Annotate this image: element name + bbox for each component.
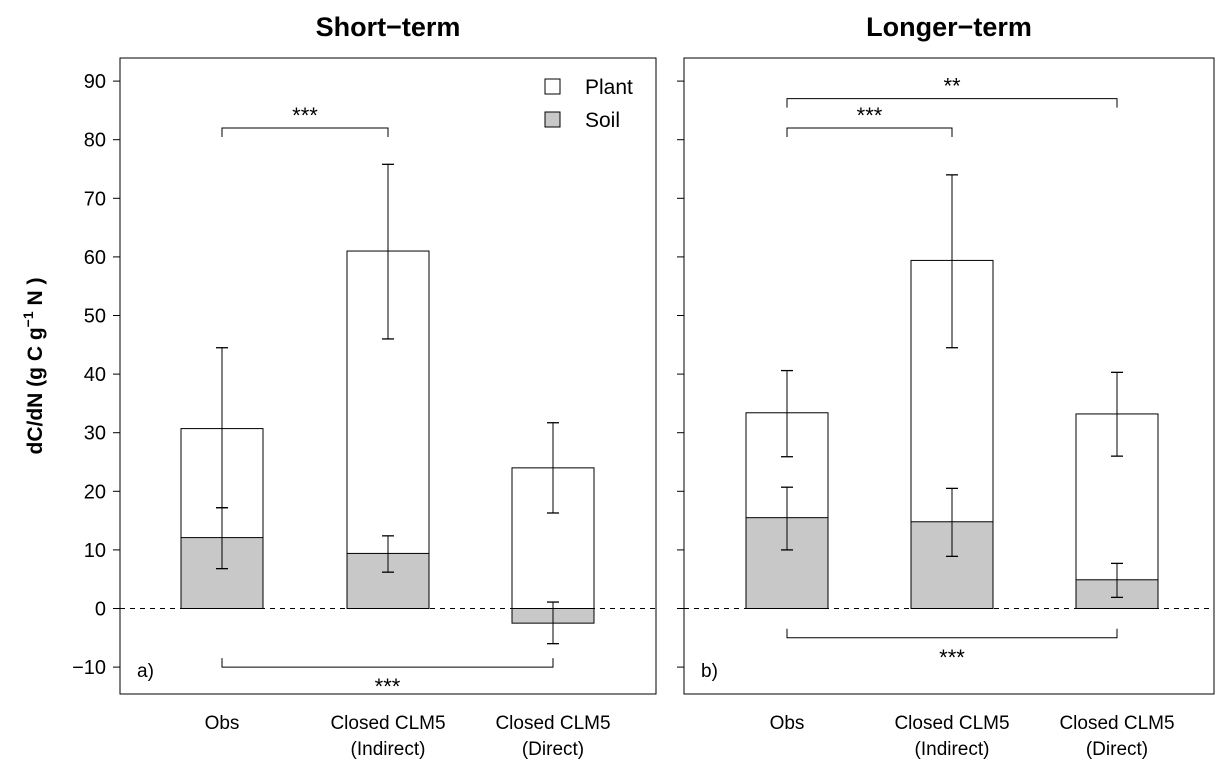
- chart-title: Longer−term: [866, 12, 1032, 42]
- y-tick-label: 50: [84, 306, 106, 328]
- category-label-line2: (Direct): [1086, 739, 1148, 760]
- y-tick-label: 70: [84, 188, 106, 210]
- significance-bracket: [786, 127, 953, 137]
- y-label-main: dC/dN (g C g: [24, 327, 47, 454]
- significance-label: ***: [292, 103, 318, 128]
- y-tick-label: −10: [72, 657, 106, 679]
- category-label: Closed CLM5: [495, 713, 610, 734]
- y-tick-label: 40: [84, 364, 106, 386]
- plot-frame: [119, 57, 657, 695]
- category-label: Closed CLM5: [1059, 713, 1174, 734]
- panel-b: Longer−term Obs Closed CLM5 (Indirect) Close…: [677, 12, 1215, 760]
- significance-label: ***: [857, 103, 883, 128]
- legend-label-plant: Plant: [585, 76, 633, 99]
- y-label-exponent: −1: [20, 311, 36, 327]
- category-label: Closed CLM5: [894, 713, 1009, 734]
- significance-bracket: [221, 658, 554, 668]
- legend-swatch-plant: [544, 78, 561, 95]
- significance-label: ***: [939, 645, 965, 670]
- y-tick-label: 10: [84, 540, 106, 562]
- y-tick-label: 60: [84, 247, 106, 269]
- y-tick-label: 20: [84, 481, 106, 503]
- category-label: Obs: [770, 713, 805, 734]
- significance-label: **: [943, 74, 961, 99]
- significance-label: ***: [375, 674, 401, 699]
- category-label-line2: (Indirect): [351, 739, 426, 760]
- legend-label-soil: Soil: [585, 109, 620, 132]
- panel-label: b): [701, 661, 718, 682]
- category-label: Obs: [205, 713, 240, 734]
- significance-bracket: [786, 98, 1118, 108]
- significance-bracket: [786, 628, 1118, 639]
- y-tick-label: 80: [84, 130, 106, 152]
- panel-a: Short−term −10 0 10 20 30 40 50 60 70 80 90 dC/dN (g…: [20, 12, 657, 760]
- y-label-unit: N ): [24, 278, 47, 312]
- y-tick-label: 90: [84, 71, 106, 93]
- significance-bracket: [221, 127, 389, 137]
- category-label-line2: (Indirect): [915, 739, 990, 760]
- y-axis-label: dC/dN (g C g−1 N ): [20, 278, 47, 455]
- category-label-line2: (Direct): [522, 739, 584, 760]
- panel-label: a): [137, 661, 154, 682]
- plot-frame: [683, 57, 1215, 695]
- y-tick-label: 30: [84, 423, 106, 445]
- category-label: Closed CLM5: [330, 713, 445, 734]
- chart-title: Short−term: [316, 12, 461, 42]
- legend-swatch-soil: [544, 111, 561, 128]
- y-tick-label: 0: [95, 599, 106, 621]
